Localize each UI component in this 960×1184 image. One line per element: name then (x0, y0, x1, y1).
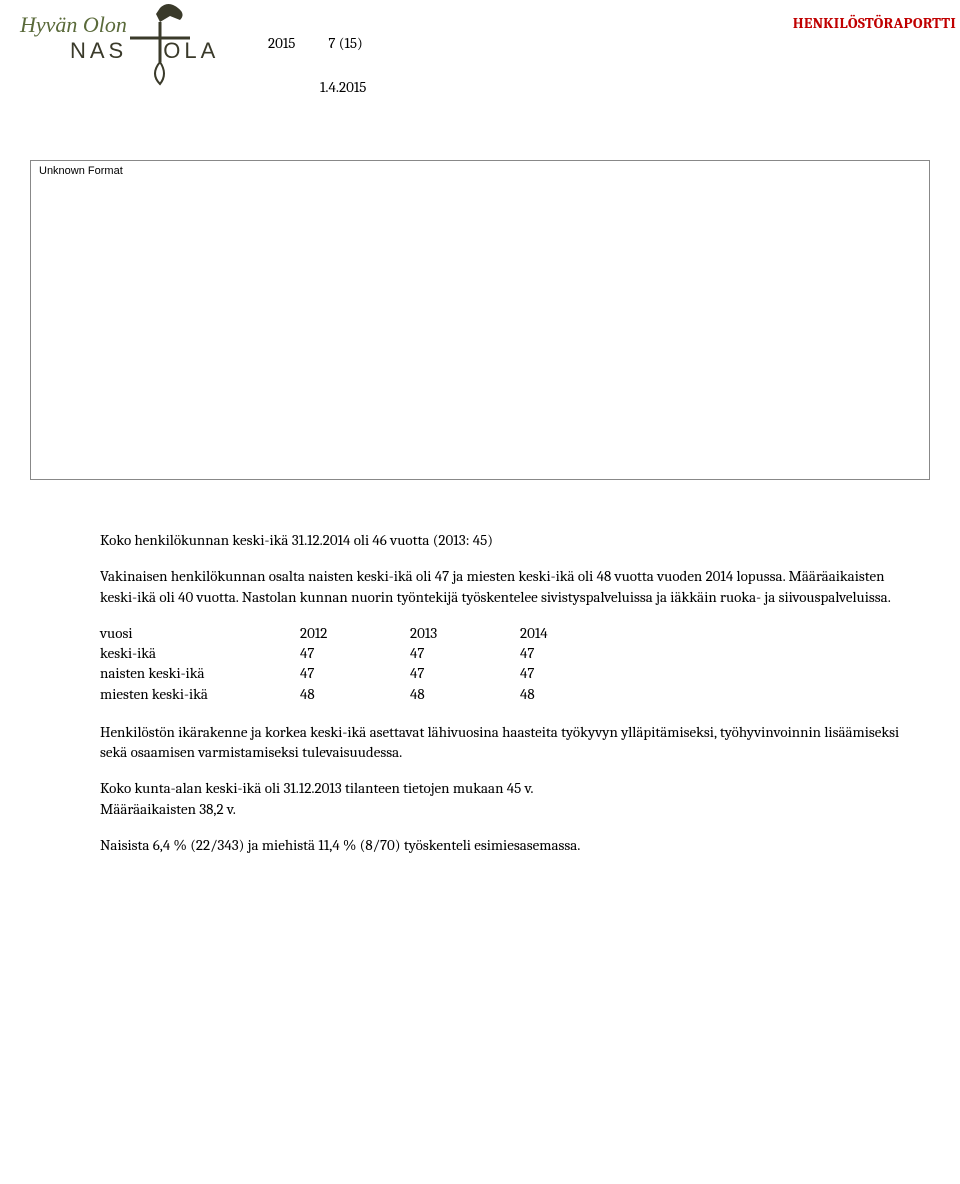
table-header-row: vuosi 2012 2013 2014 (100, 623, 630, 643)
cell: 47 (410, 643, 520, 663)
paragraph-5: Naisista 6,4 % (22/343) ja miehistä 11,4… (100, 835, 900, 855)
table-row: keski-ikä 47 47 47 (100, 643, 630, 663)
cell: 47 (520, 663, 630, 683)
cell: 47 (300, 663, 410, 683)
cell: 47 (300, 643, 410, 663)
cell: 47 (410, 663, 520, 683)
table-row: miesten keski-ikä 48 48 48 (100, 684, 630, 704)
logo: Hyvän Olon NASOLA (10, 2, 220, 82)
age-table: vuosi 2012 2013 2014 keski-ikä 47 47 47 … (100, 623, 630, 704)
logo-main-text: NASOLA (70, 38, 219, 63)
paragraph-2: Vakinaisen henkilökunnan osalta naisten … (100, 566, 900, 607)
paragraph-3: Henkilöstön ikärakenne ja korkea keski-i… (100, 722, 900, 763)
th-2013: 2013 (410, 623, 520, 643)
page-number: 7 (15) (328, 34, 362, 52)
year-text: 2015 (268, 34, 295, 52)
cell: 48 (410, 684, 520, 704)
nastola-logo-icon: Hyvän Olon NASOLA (10, 2, 220, 90)
page-meta: 2015 7 (15) (268, 34, 363, 52)
cell: 47 (520, 643, 630, 663)
paragraph-1: Koko henkilökunnan keski-ikä 31.12.2014 … (100, 530, 900, 550)
image-placeholder-box: Unknown Format (30, 160, 930, 480)
unknown-format-label: Unknown Format (39, 165, 123, 177)
table-row: naisten keski-ikä 47 47 47 (100, 663, 630, 683)
cell: 48 (520, 684, 630, 704)
th-2014: 2014 (520, 623, 630, 643)
row-label: miesten keski-ikä (100, 684, 300, 704)
p4-line1: Koko kunta-alan keski-ikä oli 31.12.2013… (100, 779, 533, 797)
paragraph-4: Koko kunta-alan keski-ikä oli 31.12.2013… (100, 778, 900, 819)
row-label: keski-ikä (100, 643, 300, 663)
row-label: naisten keski-ikä (100, 663, 300, 683)
body-content: Koko henkilökunnan keski-ikä 31.12.2014 … (100, 530, 900, 855)
th-2012: 2012 (300, 623, 410, 643)
cell: 48 (300, 684, 410, 704)
page-header: Hyvän Olon NASOLA 2015 7 (15) HENKILÖSTÖ… (0, 0, 960, 110)
report-title: HENKILÖSTÖRAPORTTI (793, 14, 956, 32)
p4-line2: Määräaikaisten 38,2 v. (100, 800, 236, 818)
logo-script-text: Hyvän Olon (19, 12, 127, 37)
doc-date: 1.4.2015 (320, 78, 366, 96)
th-label: vuosi (100, 623, 300, 643)
